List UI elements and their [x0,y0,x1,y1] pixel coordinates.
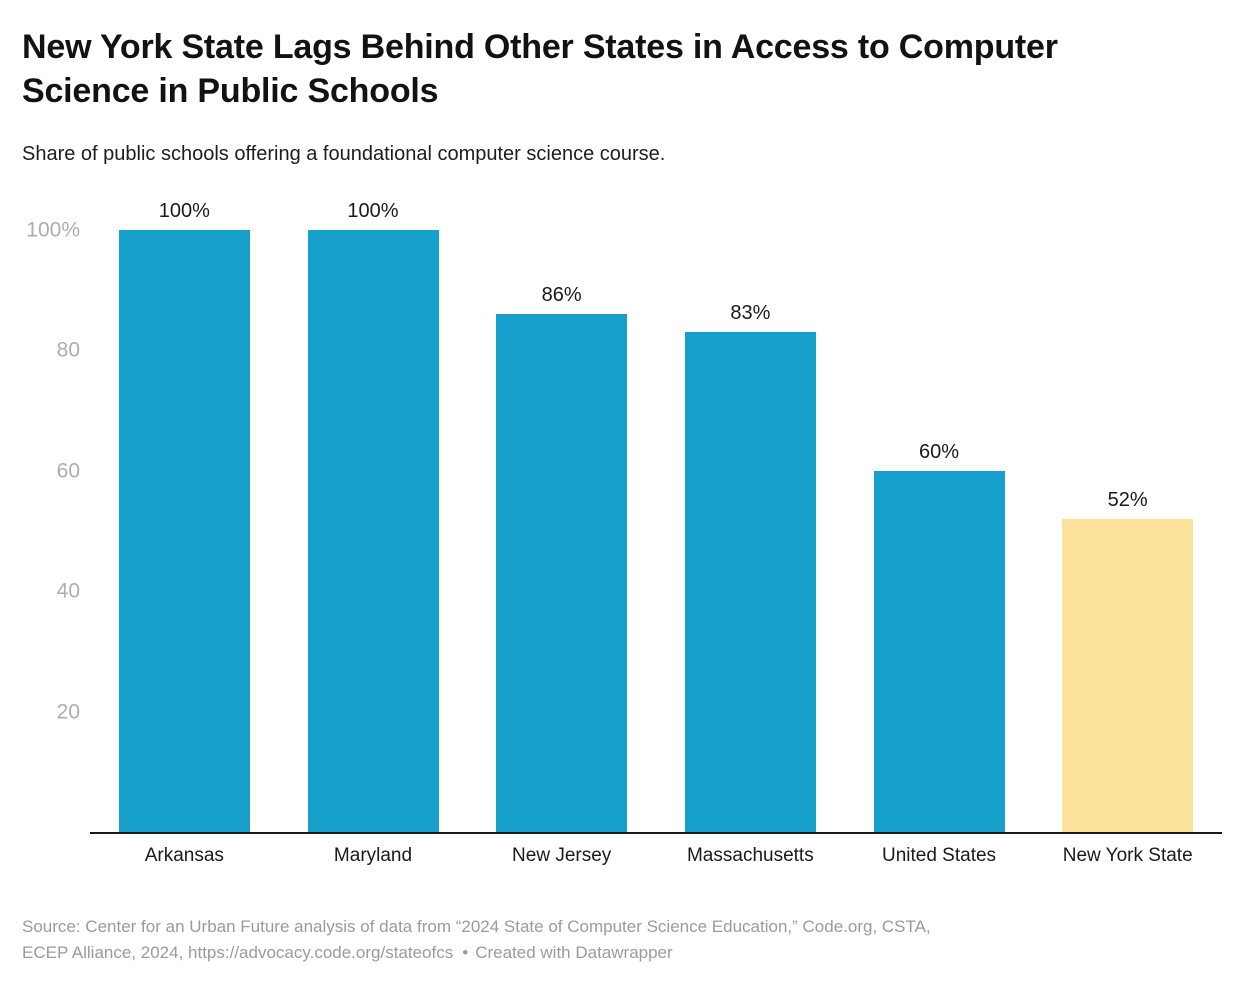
y-axis-tick-label: 40 [56,579,80,603]
source-note: Source: Center for an Urban Future analy… [0,914,1240,967]
bar-value-label: 83% [730,302,771,325]
bar-massachusetts [684,332,816,833]
x-axis-labels: Arkansas Maryland New Jersey Massachusetts U… [90,845,1222,868]
bar-column-massachusetts: 83% [656,230,845,833]
x-axis-category-label: New Jersey [512,845,612,867]
bar-value-label: 86% [541,284,582,307]
y-axis-tick-label: 100% [26,218,80,242]
x-axis-baseline [90,832,1222,835]
bar-new-jersey [496,314,628,833]
chart-subtitle: Share of public schools offering a found… [22,143,666,166]
bar-column-united-states: 60% [845,230,1034,833]
y-axis-tick-label: 20 [56,700,80,724]
bar-value-label: 100% [347,200,399,223]
x-axis-category-label: United States [881,845,997,867]
bar-value-label: 60% [919,440,960,463]
bar-united-states [873,470,1005,833]
bar-maryland [307,230,439,833]
x-axis-category-label: Massachusetts [686,845,814,867]
bar-value-label: 52% [1107,489,1148,511]
source-line-2: ECEP Alliance, 2024, https://advocacy.co… [22,943,454,963]
x-axis-category-label: New York State [1062,845,1193,867]
y-axis-tick-label: 60 [56,459,80,483]
bar-value-label: 100% [158,200,210,223]
bar-column-maryland: 100% [279,201,468,833]
bar-column-new-jersey: 86% [467,230,656,833]
bar-column-arkansas: 100% [90,201,279,833]
bar-column-new-york-state: 52% [1033,230,1222,833]
bar-arkansas [118,230,250,833]
x-axis-category-label: Arkansas [144,845,224,867]
x-axis-category-label: Maryland [333,845,413,867]
chart-header: New York State Lags Behind Other States … [0,0,1240,166]
source-line-1: Source: Center for an Urban Future analy… [22,916,931,936]
bar-new-york-state [1062,519,1194,833]
chart-title: New York State Lags Behind Other States … [22,28,1058,110]
bullet-separator: • [462,943,469,963]
y-axis: 100% 80 60 40 20 [0,220,80,832]
datawrapper-credit: Created with Datawrapper [475,943,673,963]
plot-area: 100% 80 60 40 20 100% 100% 86% 83% 60% 52% [26,201,1222,833]
bars: 100% 100% 86% 83% 60% 52% [90,201,1222,833]
y-axis-tick-label: 80 [56,338,80,362]
bar-chart: 100% 80 60 40 20 100% 100% 86% 83% 60% 52% Arkans… [0,201,1240,868]
